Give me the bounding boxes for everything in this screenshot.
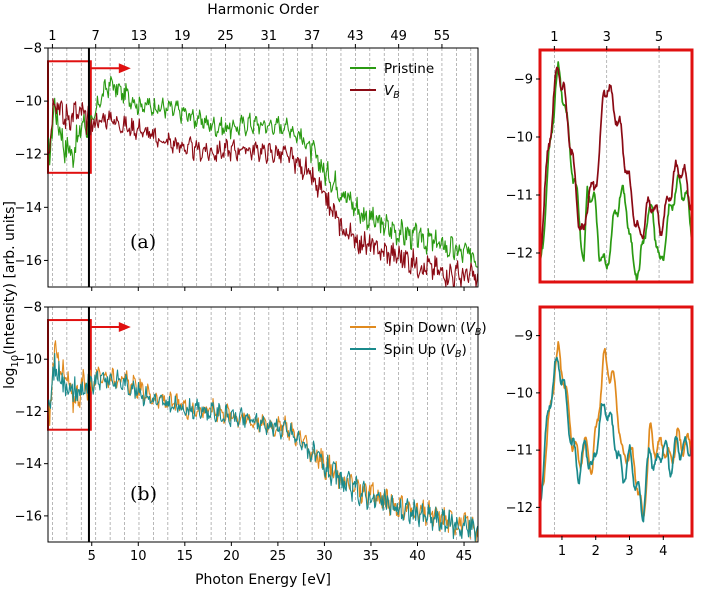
top-tick-label: 43: [347, 29, 364, 44]
y-tick-label: −16: [15, 509, 42, 524]
x-tick-label: 45: [456, 549, 473, 564]
zoom-y-tick-label: −11: [506, 189, 533, 204]
legend-layer: Pristine VB Spin Down (VB) Spin Up (VB): [350, 61, 487, 360]
axes-layer: [44, 44, 694, 546]
y-tick-label: −10: [15, 95, 42, 110]
y-axis-label: log10(Intensity) [arb. units]: [2, 201, 21, 389]
zoom-frame: [538, 305, 694, 538]
text-layer: Harmonic Order log10(Intensity) [arb. un…: [2, 2, 667, 588]
zoom-y-tick-label: −12: [506, 247, 533, 262]
y-tick-label: −14: [15, 201, 42, 216]
top-tick-label: 25: [217, 29, 234, 44]
zoom-x-tick-label: 2: [592, 544, 600, 559]
zoom-arrow-head: [118, 322, 131, 333]
top-tick-label: 49: [390, 29, 407, 44]
zoom-top-tick-label: 3: [603, 30, 611, 45]
y-tick-label: −8: [23, 42, 42, 57]
zoom-y-tick-label: −10: [506, 131, 533, 146]
top-tick-label: 13: [131, 29, 148, 44]
zoom-series-line-first: [539, 340, 693, 520]
y-tick-label: −8: [23, 301, 42, 316]
zoom-y-tick-label: −9: [514, 73, 533, 88]
legend-label: Pristine: [384, 61, 434, 77]
top-tick-label: 7: [92, 29, 100, 44]
panel-label-b: (b): [130, 483, 157, 505]
plot-frame: [47, 47, 479, 288]
top-tick-label: 37: [304, 29, 321, 44]
legend-label: VB: [384, 83, 400, 101]
y-tick-label: −12: [15, 148, 42, 163]
zoom-top-tick-label: 5: [655, 30, 663, 45]
top-tick-label: 31: [261, 29, 278, 44]
series-line-second: [47, 98, 479, 288]
top-tick-label: 19: [174, 29, 191, 44]
panel-label-a: (a): [130, 231, 156, 253]
x-axis-label: Photon Energy [eV]: [195, 572, 331, 588]
zoom-x-tick-label: 1: [558, 544, 566, 559]
zoom-x-tick-label: 3: [625, 544, 633, 559]
top-tick-label: 55: [434, 29, 451, 44]
zoom-series-line-first: [539, 61, 693, 282]
series-line-first: [47, 75, 478, 268]
x-tick-label: 15: [177, 549, 194, 564]
x-tick-label: 35: [363, 549, 380, 564]
x-tick-label: 25: [270, 549, 287, 564]
top-tick-label: 1: [48, 29, 56, 44]
zoom-series-line-second: [539, 356, 693, 523]
zoom-top-tick-label: 1: [550, 30, 558, 45]
x-tick-label: 5: [88, 549, 96, 564]
plot-frame: [47, 306, 479, 543]
zoom-frame: [538, 48, 694, 284]
legend-label: Spin Up (VB): [384, 342, 467, 360]
zoom-y-tick-label: −11: [506, 444, 533, 459]
y-tick-label: −12: [15, 405, 42, 420]
x-tick-label: 40: [409, 549, 426, 564]
zoom-series-line-second: [539, 66, 693, 259]
zoom-y-tick-label: −10: [506, 386, 533, 401]
zoom-x-tick-label: 4: [659, 544, 667, 559]
zoom-arrow-head: [118, 63, 131, 74]
x-tick-label: 20: [223, 549, 240, 564]
y-tick-label: −10: [15, 353, 42, 368]
series-line-second: [47, 352, 479, 542]
zoom-y-tick-label: −12: [506, 501, 533, 516]
x-tick-label: 30: [316, 549, 333, 564]
series-layer: [47, 61, 693, 542]
y-tick-label: −16: [15, 254, 42, 269]
top-axis-title: Harmonic Order: [207, 2, 319, 18]
x-tick-label: 10: [130, 549, 147, 564]
zoom-y-tick-label: −9: [514, 329, 533, 344]
y-tick-label: −14: [15, 457, 42, 472]
legend-label: Spin Down (VB): [384, 320, 487, 338]
